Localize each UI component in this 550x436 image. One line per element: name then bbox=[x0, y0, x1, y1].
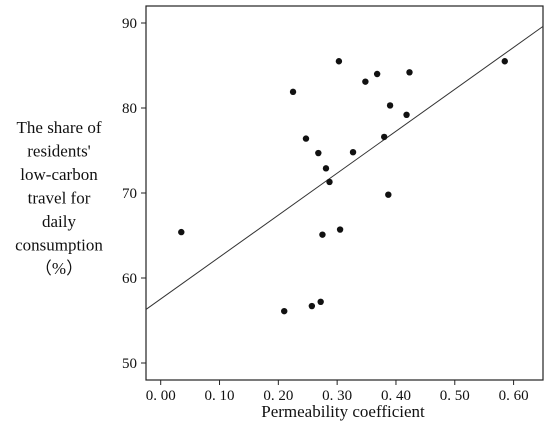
data-point bbox=[501, 58, 508, 65]
y-axis-title-line: residents' bbox=[27, 142, 91, 161]
data-point bbox=[326, 178, 333, 186]
x-tick-label: 0. 30 bbox=[322, 388, 352, 404]
x-tick-label: 0. 00 bbox=[146, 388, 176, 404]
data-point bbox=[315, 149, 322, 157]
data-point bbox=[385, 191, 392, 198]
plot-frame bbox=[145, 5, 544, 381]
data-point bbox=[403, 111, 410, 119]
fit-line bbox=[145, 25, 544, 310]
y-axis-title-line: consumption bbox=[15, 236, 103, 255]
data-point bbox=[381, 133, 388, 141]
data-point bbox=[362, 78, 369, 85]
data-point bbox=[349, 149, 357, 156]
y-axis-title-line: daily bbox=[42, 212, 76, 231]
data-point bbox=[336, 226, 344, 233]
data-point bbox=[178, 228, 185, 236]
x-tick-label: 0. 60 bbox=[499, 388, 529, 404]
data-point bbox=[289, 88, 297, 96]
data-point bbox=[319, 231, 326, 238]
x-tick-label: 0. 20 bbox=[263, 388, 293, 404]
y-tick-label: 80 bbox=[122, 101, 137, 117]
y-axis-title-line: low-carbon bbox=[20, 165, 98, 184]
y-tick-label: 70 bbox=[122, 186, 137, 202]
y-axis-title: The share of residents' low-carbon travel f… bbox=[15, 118, 103, 278]
x-tick-label: 0. 40 bbox=[381, 388, 411, 404]
y-axis-title-line: travel for bbox=[28, 189, 91, 208]
x-axis-title: Permeability coefficient bbox=[261, 402, 425, 421]
data-point bbox=[322, 165, 330, 172]
data-point bbox=[386, 102, 394, 109]
y-tick-label: 90 bbox=[122, 16, 137, 32]
data-point bbox=[335, 58, 343, 65]
y-tick-label: 50 bbox=[122, 356, 137, 372]
data-point bbox=[406, 69, 413, 76]
y-axis-title-line: （%） bbox=[35, 259, 83, 278]
x-tick-label: 0. 10 bbox=[205, 388, 235, 404]
data-point bbox=[317, 298, 324, 305]
y-tick-label: 60 bbox=[122, 271, 137, 287]
y-axis-title-line: The share of bbox=[17, 118, 102, 137]
x-tick-label: 0. 50 bbox=[440, 388, 470, 404]
data-point bbox=[281, 307, 288, 315]
data-point bbox=[302, 135, 310, 142]
data-point bbox=[308, 302, 316, 310]
data-point bbox=[373, 70, 381, 78]
